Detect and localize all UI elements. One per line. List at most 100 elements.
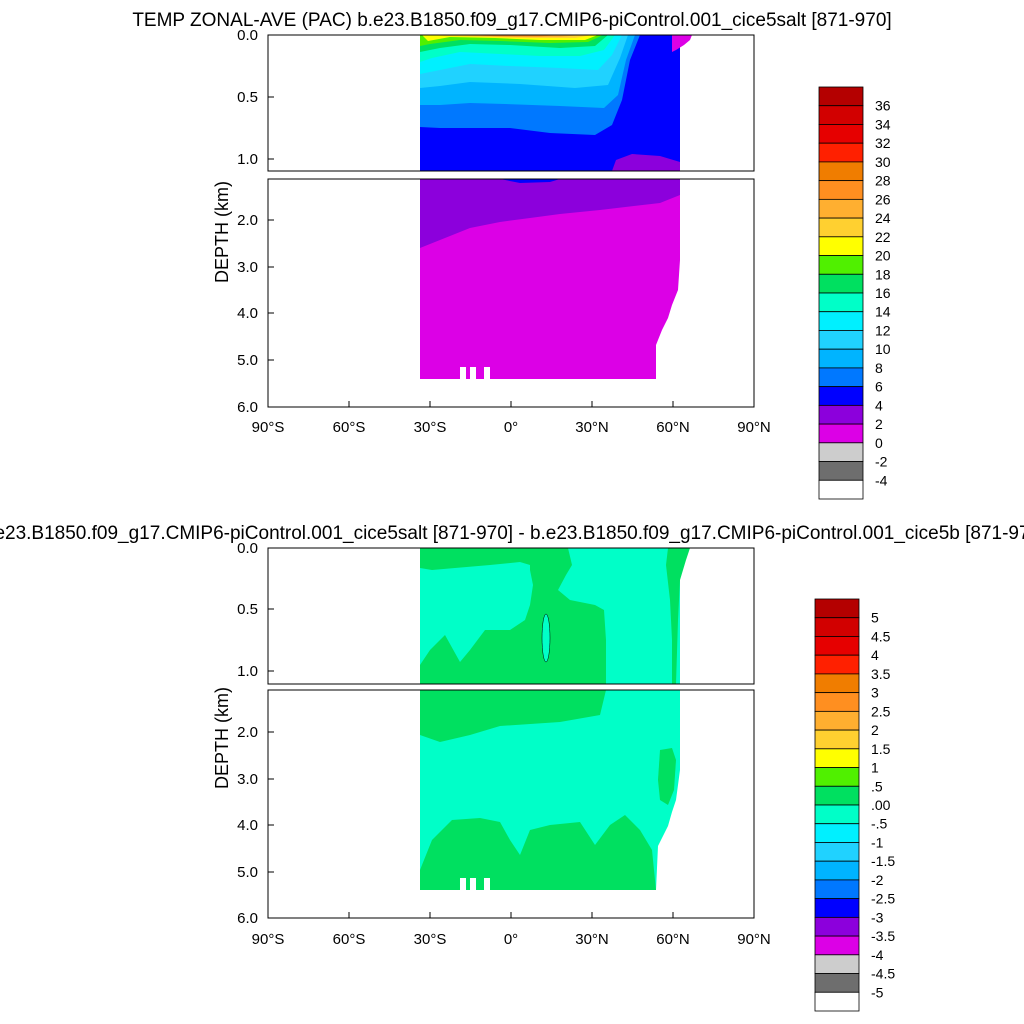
panel-1-ytick-1: 1.0 bbox=[237, 151, 258, 168]
colorbar-2-swatch-9 bbox=[814, 767, 860, 787]
colorbar-2-swatch-18 bbox=[814, 935, 860, 956]
colorbar-2-label-15: -2.5 bbox=[871, 891, 895, 907]
colorbar-1-swatch-15 bbox=[818, 367, 864, 388]
panel-1-y-ticks-lower: 2.0 3.0 4.0 5.0 6.0 bbox=[237, 212, 274, 416]
colorbar-1-label-8: 20 bbox=[875, 248, 891, 264]
panel-2-upper-frame bbox=[267, 547, 755, 685]
panel-2-ytick-4: 4.0 bbox=[237, 817, 258, 834]
colorbar-1-swatch-17 bbox=[818, 404, 864, 425]
colorbar-2-swatch-19 bbox=[814, 954, 860, 974]
colorbar-2-label-8: 1 bbox=[871, 760, 879, 776]
colorbar-1-label-0: 36 bbox=[875, 98, 891, 114]
panel-2-ytick-2: 2.0 bbox=[237, 724, 258, 741]
colorbar-2-swatch-13 bbox=[814, 842, 860, 862]
panel-2-ytick-1: 1.0 bbox=[237, 663, 258, 680]
colorbar-2-swatch-12 bbox=[814, 823, 860, 843]
colorbar-2-swatch-14 bbox=[814, 860, 860, 881]
colorbar-1-swatch-5 bbox=[818, 180, 864, 200]
panel-1-xtick-90s: 90°S bbox=[252, 419, 285, 436]
panel-2-xtick-60n: 60°N bbox=[656, 931, 690, 948]
panel-2-ytick-3: 3.0 bbox=[237, 771, 258, 788]
colorbar-2-swatch-8 bbox=[814, 748, 860, 768]
colorbar-1-label-4: 28 bbox=[875, 173, 891, 189]
colorbar-2-swatch-3 bbox=[814, 654, 860, 675]
panel-1-ytick-3: 3.0 bbox=[237, 259, 258, 276]
panel-2-xtick-60s: 60°S bbox=[333, 931, 366, 948]
panel-1-ytick-2: 2.0 bbox=[237, 212, 258, 229]
colorbar-1-swatch-14 bbox=[818, 348, 864, 369]
colorbar-2-label-16: -3 bbox=[871, 909, 884, 925]
colorbar-2-label-11: -.5 bbox=[871, 816, 888, 832]
panel-2-lower-field bbox=[420, 690, 680, 890]
colorbar-2-label-3: 3.5 bbox=[871, 666, 891, 682]
colorbar-1-label-13: 10 bbox=[875, 341, 891, 357]
panel-1-xtick-0: 0° bbox=[504, 419, 518, 436]
colorbar-1-swatch-7 bbox=[818, 217, 864, 238]
colorbar-1-swatch-4 bbox=[818, 161, 864, 182]
colorbar-2-swatch-15 bbox=[814, 879, 860, 900]
panel-2-y-ticks-upper: 0.0 0.5 1.0 bbox=[237, 540, 274, 680]
panel-2-xtick-30s: 30°S bbox=[414, 931, 447, 948]
panel-1-ytick-6: 6.0 bbox=[237, 399, 258, 416]
colorbar-1-swatch-12 bbox=[818, 311, 864, 331]
colorbar-2-swatch-1 bbox=[814, 617, 860, 637]
panel-2-xtick-0: 0° bbox=[504, 931, 518, 948]
panel-1-upper-frame bbox=[267, 34, 755, 172]
colorbar-1-swatch-2 bbox=[818, 124, 864, 144]
panel-1-xtick-90n: 90°N bbox=[737, 419, 771, 436]
colorbar-1-swatch-21 bbox=[818, 479, 864, 500]
colorbar-2-label-2: 4 bbox=[871, 647, 879, 663]
colorbar-1-label-6: 24 bbox=[875, 210, 891, 226]
colorbar-2-swatch-5 bbox=[814, 692, 860, 712]
colorbar-2-label-19: -4.5 bbox=[871, 966, 895, 982]
diff-band-north-edge bbox=[666, 548, 690, 684]
colorbar-1-swatch-8 bbox=[818, 236, 864, 256]
panel-1-y-ticks-upper: 0.0 0.5 1.0 bbox=[237, 27, 274, 168]
colorbar-2-label-1: 4.5 bbox=[871, 628, 891, 644]
panel-1-ytick-4: 4.0 bbox=[237, 305, 258, 322]
colorbar-1-swatch-0 bbox=[818, 86, 864, 107]
colorbar-1-label-12: 12 bbox=[875, 322, 891, 338]
colorbar-2-swatch-0 bbox=[814, 598, 860, 619]
colorbar-2-label-10: .00 bbox=[871, 797, 891, 813]
temp-band-2-4 bbox=[420, 179, 680, 248]
colorbar-2-swatch-6 bbox=[814, 710, 860, 731]
colorbar-1-swatch-19 bbox=[818, 442, 864, 462]
panel-2-ytick-6: 6.0 bbox=[237, 910, 258, 927]
colorbar-1-label-9: 18 bbox=[875, 266, 891, 282]
colorbar-1-label-11: 14 bbox=[875, 304, 891, 320]
panel-1-ytick-5: 5.0 bbox=[237, 352, 258, 369]
colorbar-2-swatch-16 bbox=[814, 898, 860, 918]
colorbar-2-label-5: 2.5 bbox=[871, 703, 891, 719]
colorbar-2-label-14: -2 bbox=[871, 872, 884, 888]
colorbar-2-label-12: -1 bbox=[871, 834, 884, 850]
colorbar-2-label-4: 3 bbox=[871, 685, 879, 701]
diff-band-0-05-north bbox=[658, 748, 676, 805]
colorbar-1-swatch-1 bbox=[818, 105, 864, 125]
colorbar-1-label-16: 4 bbox=[875, 397, 883, 413]
colorbar-2-swatch-17 bbox=[814, 916, 860, 937]
panel-1-upper-field bbox=[420, 35, 692, 171]
panel-1-ylabel: DEPTH (km) bbox=[212, 181, 232, 283]
colorbar-2-swatch-21 bbox=[814, 991, 860, 1012]
panel-2-xtick-90n: 90°N bbox=[737, 931, 771, 948]
colorbar-2-label-17: -3.5 bbox=[871, 928, 895, 944]
diff-band-0-05-central bbox=[420, 548, 606, 684]
panel-2-upper-field bbox=[420, 548, 690, 684]
colorbar-1-swatch-18 bbox=[818, 423, 864, 444]
panel-1-lower-field bbox=[420, 179, 680, 379]
colorbar-2-label-13: -1.5 bbox=[871, 853, 895, 869]
colorbar-2-label-7: 1.5 bbox=[871, 741, 891, 757]
colorbar-1-label-2: 32 bbox=[875, 135, 891, 151]
temp-band-4-6-lower bbox=[500, 179, 560, 183]
panel-2-xtick-90s: 90°S bbox=[252, 931, 285, 948]
panel-1-ytick-0: 0.0 bbox=[237, 27, 258, 44]
colorbar-1-label-18: 0 bbox=[875, 435, 883, 451]
colorbar-1-label-5: 26 bbox=[875, 191, 891, 207]
panel-2-y-ticks-lower: 2.0 3.0 4.0 5.0 6.0 bbox=[237, 724, 274, 927]
panel-1-xtick-60n: 60°N bbox=[656, 419, 690, 436]
panel-2-ytick-5: 5.0 bbox=[237, 864, 258, 881]
panel-1-xtick-30s: 30°S bbox=[414, 419, 447, 436]
colorbar-2-swatch-20 bbox=[814, 973, 860, 993]
